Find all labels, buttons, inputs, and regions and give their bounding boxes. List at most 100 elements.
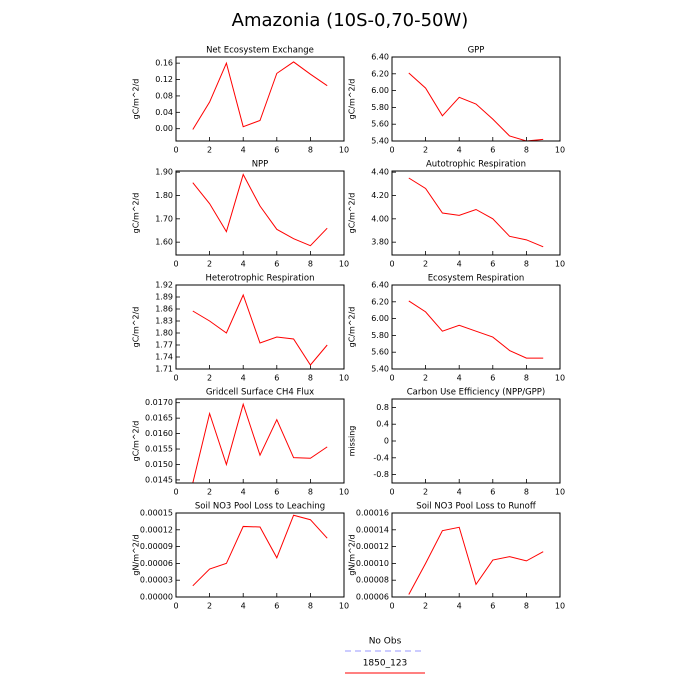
- x-tick-label: 2: [423, 374, 428, 383]
- data-line: [408, 177, 544, 248]
- y-tick-label: 0.4: [376, 420, 389, 429]
- x-tick-label: 2: [423, 146, 428, 155]
- x-tick-label: 0: [173, 260, 178, 269]
- y-tick-label: 0.00003: [140, 576, 173, 585]
- x-tick-label: 6: [490, 260, 495, 269]
- x-tick-label: 6: [274, 374, 279, 383]
- y-axis-label: gC/m^2/d: [132, 307, 141, 348]
- x-tick-label: 0: [389, 488, 394, 497]
- x-tick-label: 2: [423, 260, 428, 269]
- x-tick-label: 8: [524, 374, 529, 383]
- data-line: [192, 293, 328, 366]
- panel-title: Ecosystem Respiration: [428, 274, 525, 284]
- data-line: [192, 514, 328, 587]
- panel-title: Gridcell Surface CH4 Flux: [206, 388, 314, 398]
- x-tick-label: 6: [274, 602, 279, 611]
- y-tick-label: 0.16: [155, 59, 173, 68]
- x-tick-label: 10: [339, 602, 349, 611]
- y-tick-label: 1.92: [155, 281, 173, 290]
- y-tick-label: 1.77: [155, 341, 173, 350]
- x-tick-label: 4: [241, 602, 246, 611]
- y-tick-label: 0.0165: [145, 414, 173, 423]
- x-tick-label: 2: [423, 488, 428, 497]
- y-tick-label: 0.00009: [140, 542, 173, 551]
- x-tick-label: 0: [389, 374, 394, 383]
- panel-title: Carbon Use Efficiency (NPP/GPP): [407, 388, 546, 398]
- plot-frame: [391, 56, 561, 142]
- y-tick-label: 0: [384, 437, 389, 446]
- x-tick-label: 6: [490, 374, 495, 383]
- x-tick-label: 2: [207, 374, 212, 383]
- figure-title: Amazonia (10S-0,70-50W): [232, 10, 469, 31]
- x-tick-label: 2: [207, 146, 212, 155]
- x-tick-label: 4: [457, 488, 462, 497]
- panel-title: Soil NO3 Pool Loss to Runoff: [416, 502, 537, 512]
- y-tick-label: 6.20: [371, 297, 389, 306]
- y-tick-label: 0.0150: [145, 460, 173, 469]
- x-tick-label: 2: [423, 602, 428, 611]
- x-tick-label: 0: [173, 374, 178, 383]
- y-tick-label: 0.00014: [356, 525, 389, 534]
- y-tick-label: 6.00: [371, 86, 389, 95]
- x-tick-label: 0: [389, 602, 394, 611]
- x-tick-label: 6: [490, 488, 495, 497]
- plot-frame: [391, 512, 561, 598]
- x-tick-label: 0: [173, 146, 178, 155]
- x-tick-label: 0: [389, 260, 394, 269]
- x-tick-label: 10: [555, 602, 565, 611]
- y-axis-label: gC/m^2/d: [132, 421, 141, 462]
- x-tick-label: 10: [339, 146, 349, 155]
- y-tick-label: 1.86: [155, 305, 173, 314]
- y-tick-label: 5.60: [371, 348, 389, 357]
- x-tick-label: 4: [241, 374, 246, 383]
- x-tick-label: 8: [308, 374, 313, 383]
- y-tick-label: 5.80: [371, 103, 389, 112]
- y-tick-label: 1.90: [155, 168, 173, 177]
- plot-frame: [175, 512, 345, 598]
- legend-label: No Obs: [369, 637, 402, 647]
- y-tick-label: 1.60: [155, 238, 173, 247]
- x-tick-label: 8: [524, 602, 529, 611]
- x-tick-label: 0: [173, 602, 178, 611]
- x-tick-label: 10: [555, 488, 565, 497]
- x-tick-label: 10: [339, 260, 349, 269]
- y-tick-label: 0.00010: [356, 559, 389, 568]
- x-tick-label: 10: [555, 260, 565, 269]
- y-tick-label: 0.0155: [145, 445, 173, 454]
- y-axis-label: gC/m^2/d: [348, 193, 357, 234]
- y-tick-label: 0.04: [155, 108, 173, 117]
- panel-title: Autotrophic Respiration: [426, 160, 526, 170]
- x-tick-label: 4: [241, 488, 246, 497]
- y-axis-label: gC/m^2/d: [132, 193, 141, 234]
- y-tick-label: 0.0170: [145, 398, 173, 407]
- x-tick-label: 8: [308, 146, 313, 155]
- y-axis-label: gC/m^2/d: [348, 307, 357, 348]
- data-line: [408, 300, 544, 359]
- x-tick-label: 8: [308, 602, 313, 611]
- y-tick-label: 0.00000: [140, 593, 173, 602]
- y-tick-label: 0.00016: [356, 509, 389, 518]
- y-tick-label: 6.20: [371, 69, 389, 78]
- y-axis-label: gC/m^2/d: [132, 79, 141, 120]
- x-tick-label: 4: [241, 146, 246, 155]
- x-tick-label: 2: [207, 260, 212, 269]
- panel-title: Heterotrophic Respiration: [206, 274, 315, 284]
- x-tick-label: 8: [524, 488, 529, 497]
- panel-title: Net Ecosystem Exchange: [206, 46, 314, 56]
- panel-title: Soil NO3 Pool Loss to Leaching: [195, 502, 325, 512]
- x-tick-label: 2: [207, 488, 212, 497]
- data-line: [192, 61, 328, 130]
- y-tick-label: 0.00012: [356, 542, 389, 551]
- y-axis-label: gN/m^2/d: [348, 534, 357, 575]
- y-axis-label: gN/m^2/d: [132, 534, 141, 575]
- plot-frame: [175, 170, 345, 256]
- y-tick-label: 1.70: [155, 214, 173, 223]
- panel-title: NPP: [252, 160, 269, 170]
- x-tick-label: 2: [207, 602, 212, 611]
- x-tick-label: 4: [457, 146, 462, 155]
- y-tick-label: 0.00: [155, 124, 173, 133]
- plot-frame: [175, 284, 345, 370]
- x-tick-label: 6: [490, 602, 495, 611]
- data-line: [408, 526, 544, 595]
